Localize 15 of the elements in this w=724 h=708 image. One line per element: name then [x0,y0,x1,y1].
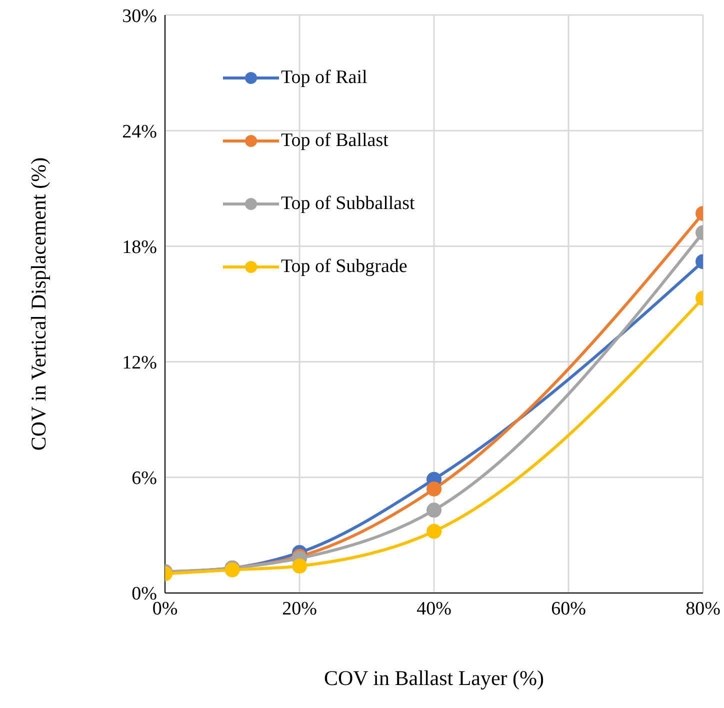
y-axis-title: COV in Vertical Displacement (%) [26,157,50,451]
x-axis-title: COV in Ballast Layer (%) [324,666,544,690]
y-tick-label: 12% [122,352,158,374]
x-tick-label: 80% [686,598,721,620]
x-tick-label: 20% [282,598,318,620]
y-tick-label: 18% [122,236,158,258]
legend-label: Top of Rail [281,66,368,88]
y-tick-label: 6% [132,468,158,490]
y-tick-label: 30% [122,6,158,27]
legend-label: Top of Ballast [281,130,388,152]
legend-label: Top of Subgrade [281,256,408,278]
x-tick-label: 60% [551,598,586,620]
legend-label: Top of Subballast [281,192,415,214]
x-tick-label: 40% [416,598,452,620]
y-tick-label: 24% [122,121,158,142]
